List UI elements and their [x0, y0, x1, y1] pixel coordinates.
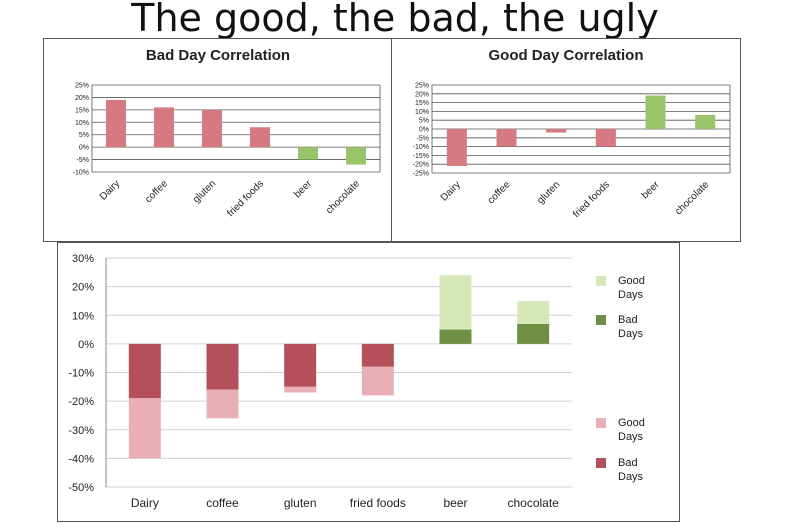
- combined-bad-days-bar-coffee: [206, 343, 239, 390]
- good-chart-bar-chocolate: [695, 114, 716, 129]
- bad-day-chart-title: Bad Day Correlation: [145, 47, 291, 64]
- bad-chart-x-tick-label: gluten: [191, 178, 218, 205]
- bad-chart-bar-coffee: [154, 107, 174, 148]
- combined-bad-days-bar-gluten: [284, 343, 317, 387]
- legend-top-good-days-label-line2: Days: [618, 289, 644, 301]
- good-chart-bar-gluten: [546, 129, 567, 133]
- good-chart-y-tick-label: -10%: [413, 144, 429, 151]
- legend-bottom-bad-days-label-line2: Days: [618, 471, 644, 483]
- legend-top-good-days-label-line1: Good: [618, 275, 645, 287]
- good-chart-x-tick-label: gluten: [535, 179, 562, 206]
- good-chart-y-tick-label: 10%: [415, 109, 429, 116]
- combined-bad-days-bar-Dairy: [128, 343, 161, 399]
- bad-chart-y-tick-label: -10%: [73, 170, 89, 177]
- combined-chart-y-tick-label: -50%: [68, 482, 94, 494]
- bad-chart-bar-Dairy: [106, 99, 126, 148]
- combined-chart-y-tick-label: -20%: [68, 396, 94, 408]
- combined-chart-x-tick-label: gluten: [284, 496, 317, 510]
- combined-chart-x-tick-label: fried foods: [350, 496, 406, 510]
- good-chart-x-tick-label: beer: [640, 179, 662, 201]
- combined-bad-days-bar-fried-foods: [361, 343, 394, 367]
- legend-top-good-days-swatch: [596, 276, 606, 286]
- combined-chart-y-tick-label: 20%: [72, 282, 94, 294]
- good-chart-y-tick-label: 0%: [419, 127, 429, 134]
- legend-bottom-bad-days-label-line1: Bad: [618, 457, 638, 469]
- bad-chart-bar-fried-foods: [250, 127, 270, 148]
- combined-chart: 30% 20% 10% 0% -10% -20% -30% -40% -50% Dairy coff…: [68, 253, 645, 510]
- good-chart-bar-coffee: [496, 129, 517, 147]
- combined-good-days-bar-chocolate: [517, 300, 550, 324]
- legend-bottom-bad-days-swatch: [596, 458, 606, 468]
- bad-day-chart: 25% 20% 15% 10% 5% 0% -5% -10% Dairy coffee gluten…: [73, 83, 381, 219]
- combined-chart-y-tick-label: -10%: [68, 368, 94, 380]
- good-chart-y-tick-label: -15%: [413, 153, 429, 160]
- bad-chart-y-tick-label: 15%: [75, 107, 89, 114]
- good-chart-bar-Dairy: [446, 129, 467, 166]
- good-chart-y-tick-label: -25%: [413, 171, 429, 178]
- good-chart-y-tick-label: 15%: [415, 100, 429, 107]
- page-title: The good, the bad, the ugly: [131, 0, 659, 40]
- bad-chart-bar-gluten: [202, 109, 222, 148]
- legend-top-bad-days-swatch: [596, 315, 606, 325]
- good-chart-bar-beer: [645, 95, 666, 129]
- bad-chart-bar-beer: [298, 147, 318, 160]
- legend-top-bad-days-label-line2: Days: [618, 328, 644, 340]
- good-chart-x-tick-label: fried foods: [571, 179, 612, 220]
- bad-chart-bar-chocolate: [346, 147, 366, 165]
- bad-chart-y-tick-label: 0%: [79, 145, 89, 152]
- combined-good-days-bar-fried-foods: [361, 366, 394, 396]
- bad-chart-y-tick-label: 10%: [75, 120, 89, 127]
- combined-good-days-bar-Dairy: [128, 398, 161, 459]
- good-chart-x-tick-label: coffee: [486, 179, 513, 206]
- combined-chart-y-tick-label: 10%: [72, 310, 94, 322]
- legend-bottom-good-days-label-line2: Days: [618, 431, 644, 443]
- bad-chart-x-tick-label: coffee: [143, 178, 170, 205]
- good-chart-y-tick-label: 5%: [419, 118, 429, 125]
- good-chart-y-tick-label: -20%: [413, 162, 429, 169]
- bad-chart-y-tick-label: 20%: [75, 95, 89, 102]
- legend-bottom-good-days-label-line1: Good: [618, 417, 645, 429]
- good-chart-bar-fried-foods: [595, 129, 616, 147]
- combined-chart-x-tick-label: Dairy: [131, 496, 159, 510]
- good-chart-y-tick-label: 25%: [415, 83, 429, 90]
- bad-chart-x-tick-label: chocolate: [324, 178, 362, 216]
- bad-chart-x-tick-label: Dairy: [98, 178, 122, 202]
- good-chart-x-tick-label: chocolate: [673, 179, 711, 217]
- good-chart-x-tick-label: Dairy: [439, 179, 463, 203]
- combined-chart-x-tick-label: chocolate: [507, 496, 559, 510]
- combined-chart-y-tick-label: -40%: [68, 453, 94, 465]
- combined-chart-x-tick-label: beer: [443, 496, 467, 510]
- combined-chart-panel: 30% 20% 10% 0% -10% -20% -30% -40% -50% Dairy coff…: [57, 242, 680, 522]
- bad-chart-y-tick-label: -5%: [77, 157, 89, 164]
- good-chart-y-tick-label: -5%: [417, 135, 429, 142]
- legend-bottom-good-days-swatch: [596, 418, 606, 428]
- combined-good-days-bar-beer: [439, 275, 472, 330]
- combined-bad-days-bar-chocolate: [517, 323, 550, 344]
- combined-good-days-bar-coffee: [206, 389, 239, 419]
- bad-chart-x-tick-label: fried foods: [225, 178, 266, 219]
- bad-chart-x-tick-label: beer: [292, 178, 314, 200]
- combined-good-days-bar-gluten: [284, 386, 317, 393]
- good-chart-y-tick-label: 20%: [415, 91, 429, 98]
- bad-day-chart-panel: Bad Day Correlation 25% 20% 15% 10% 5% 0% -5% -…: [43, 38, 393, 242]
- combined-chart-y-tick-label: 0%: [78, 339, 94, 351]
- good-day-chart-panel: Good Day Correlation 25% 20% 15% 10% 5% 0% -5%…: [391, 38, 741, 242]
- combined-bad-days-bar-beer: [439, 329, 472, 344]
- good-day-chart: 25%20% 15% 10% 5% 0%-5% -10% -15% -20% -25% Dairy…: [413, 83, 731, 220]
- combined-chart-y-tick-label: -30%: [68, 425, 94, 437]
- combined-chart-x-tick-label: coffee: [206, 496, 239, 510]
- bad-chart-y-tick-label: 5%: [79, 132, 89, 139]
- bad-chart-y-tick-label: 25%: [75, 83, 89, 90]
- legend-top-bad-days-label-line1: Bad: [618, 314, 638, 326]
- good-day-chart-title: Good Day Correlation: [488, 47, 644, 64]
- combined-chart-y-tick-label: 30%: [72, 253, 94, 265]
